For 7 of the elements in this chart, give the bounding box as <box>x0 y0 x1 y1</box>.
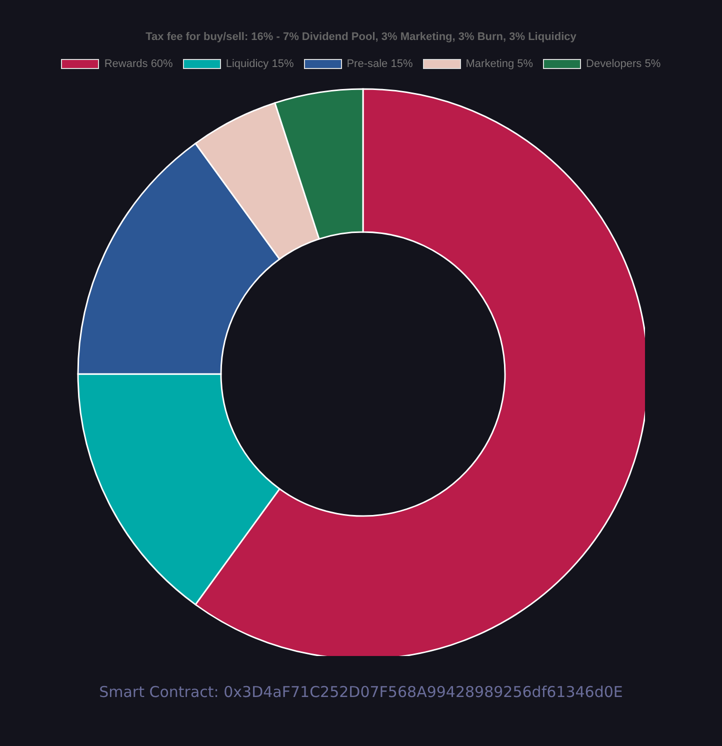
chart-title: Tax fee for buy/sell: 16% - 7% Dividend Pool, 3% Marketing, 3% Burn, 3% Liquidicy <box>144 31 578 43</box>
legend-label: Rewards 60% <box>104 58 173 70</box>
legend-label: Pre-sale 15% <box>346 58 413 70</box>
text: Smart Contract: 0x3D4aF71C252D07F568A99428989256df61346d0E <box>98 683 624 701</box>
legend-label: Developers 5% <box>586 58 661 70</box>
legend-label: Marketing 5% <box>466 58 534 70</box>
legend-label: Liquidicy 15% <box>226 58 294 70</box>
